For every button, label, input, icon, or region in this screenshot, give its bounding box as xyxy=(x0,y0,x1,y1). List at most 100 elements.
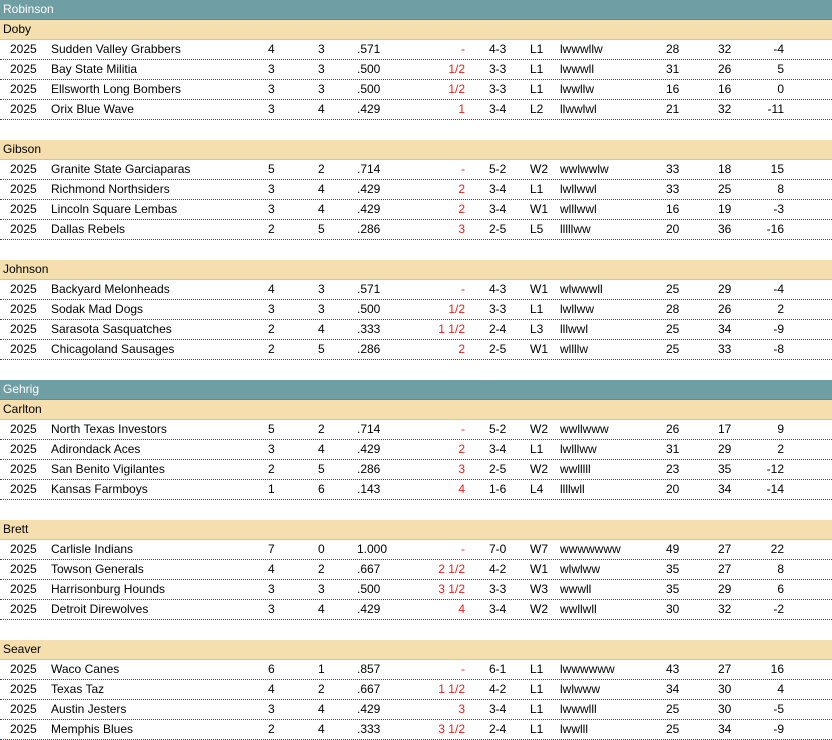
team-name: Adirondack Aces xyxy=(51,442,141,456)
team-row[interactable]: 2025 Waco Canes 6 1 .857 - 6-1 L1 lwwwwww 43 27 16 xyxy=(0,660,832,680)
team-row[interactable]: 2025 Austin Jesters 3 4 .429 3 3-4 L1 lwwwlll 25 3… xyxy=(0,700,832,720)
games-behind: 4 xyxy=(458,602,465,616)
games-behind: 1 xyxy=(458,102,465,116)
team-year: 2025 xyxy=(10,302,37,316)
run-differential: -3 xyxy=(773,202,784,216)
team-name: Kansas Farmboys xyxy=(51,482,148,496)
wins: 1 xyxy=(268,482,275,496)
runs-scored: 16 xyxy=(666,82,680,96)
run-differential: 0 xyxy=(777,82,784,96)
team-year: 2025 xyxy=(10,562,37,576)
team-row[interactable]: 2025 Carlisle Indians 7 0 1.000 - 7-0 W7 wwwwwww… xyxy=(0,540,832,560)
team-row[interactable]: 2025 Memphis Blues 2 4 .333 3 1/2 2-4 L1 lwwlll 2… xyxy=(0,720,832,740)
last-results: wwlwwlw xyxy=(560,162,609,176)
record: 2-5 xyxy=(489,342,507,356)
team-row[interactable]: 2025 Sarasota Sasquatches 2 4 .333 1 1/2 2-4 L3… xyxy=(0,320,832,340)
runs-allowed: 34 xyxy=(718,722,732,736)
losses: 6 xyxy=(318,482,325,496)
team-row[interactable]: 2025 Harrisonburg Hounds 3 3 .500 3 1/2 3-3 W3 w… xyxy=(0,580,832,600)
win-pct: .429 xyxy=(357,702,381,716)
team-name: Dallas Rebels xyxy=(51,222,126,236)
run-differential: -4 xyxy=(773,282,784,296)
losses: 4 xyxy=(318,702,325,716)
team-year: 2025 xyxy=(10,102,37,116)
run-differential: 22 xyxy=(770,542,784,556)
streak: L3 xyxy=(530,322,544,336)
record: 3-4 xyxy=(489,182,507,196)
team-row[interactable]: 2025 Texas Taz 4 2 .667 1 1/2 4-2 L1 lwlwww 34 30 4 xyxy=(0,680,832,700)
last-results: wlwwwll xyxy=(560,282,603,296)
team-year: 2025 xyxy=(10,162,37,176)
last-results: lwwwlll xyxy=(560,702,597,716)
record: 4-2 xyxy=(489,682,507,696)
team-name: Sudden Valley Grabbers xyxy=(51,42,181,56)
games-behind: 1/2 xyxy=(448,302,465,316)
team-row[interactable]: 2025 Sodak Mad Dogs 3 3 .500 1/2 3-3 L1 lwllww 28… xyxy=(0,300,832,320)
runs-scored: 49 xyxy=(666,542,680,556)
team-row[interactable]: 2025 Backyard Melonheads 4 3 .571 - 4-3 W1 wlwww… xyxy=(0,280,832,300)
run-differential: 16 xyxy=(770,662,784,676)
team-row[interactable]: 2025 Orix Blue Wave 3 4 .429 1 3-4 L2 llwwlwl 21 3… xyxy=(0,100,832,120)
win-pct: .714 xyxy=(357,162,381,176)
team-name: Memphis Blues xyxy=(51,722,134,736)
wins: 3 xyxy=(268,602,275,616)
runs-allowed: 35 xyxy=(718,462,732,476)
team-year: 2025 xyxy=(10,202,37,216)
team-year: 2025 xyxy=(10,42,37,56)
games-behind: 1 1/2 xyxy=(438,682,465,696)
games-behind: 2 xyxy=(458,442,465,456)
team-row[interactable]: 2025 Bay State Militia 3 3 .500 1/2 3-3 L1 lwwwl… xyxy=(0,60,832,80)
streak: W2 xyxy=(530,602,548,616)
win-pct: .333 xyxy=(357,722,381,736)
losses: 4 xyxy=(318,442,325,456)
runs-allowed: 17 xyxy=(718,422,732,436)
team-row[interactable]: 2025 Ellsworth Long Bombers 3 3 .500 1/2 3-3 L1… xyxy=(0,80,832,100)
run-differential: -16 xyxy=(766,222,784,236)
record: 3-4 xyxy=(489,202,507,216)
win-pct: .714 xyxy=(357,422,381,436)
streak: L1 xyxy=(530,302,544,316)
team-row[interactable]: 2025 Granite State Garciaparas 5 2 .714 - 5-2 W… xyxy=(0,160,832,180)
division-header: Brett xyxy=(0,520,832,540)
losses: 3 xyxy=(318,82,325,96)
wins: 2 xyxy=(268,322,275,336)
team-row[interactable]: 2025 Detroit Direwolves 3 4 .429 4 3-4 W2 wwllwl… xyxy=(0,600,832,620)
runs-allowed: 27 xyxy=(718,542,732,556)
runs-allowed: 30 xyxy=(718,682,732,696)
wins: 5 xyxy=(268,162,275,176)
run-differential: -12 xyxy=(766,462,784,476)
losses: 2 xyxy=(318,562,325,576)
team-name: Ellsworth Long Bombers xyxy=(51,82,182,96)
team-row[interactable]: 2025 Chicagoland Sausages 2 5.286 2 2-5 W1 wlll… xyxy=(0,340,832,360)
team-row[interactable]: 2025 North Texas Investors 5 2 .714 - 5-2 W2 wwl… xyxy=(0,420,832,440)
games-behind: 2 1/2 xyxy=(438,562,465,576)
games-behind: 1/2 xyxy=(448,82,465,96)
team-row[interactable]: 2025 Dallas Rebels 2 5 .286 3 2-5 L5 lllllww 20 36… xyxy=(0,220,832,240)
last-results: lwwwwww xyxy=(560,662,615,676)
losses: 4 xyxy=(318,182,325,196)
run-differential: -2 xyxy=(773,602,784,616)
team-name: Sarasota Sasquatches xyxy=(51,322,172,336)
runs-allowed: 27 xyxy=(718,562,732,576)
team-row[interactable]: 2025 Lincoln Square Lembas 3 4 .429 2 3-4 W1 wll… xyxy=(0,200,832,220)
team-row[interactable]: 2025 Towson Generals 4 2 .667 2 1/2 4-2 W1 wlwlw… xyxy=(0,560,832,580)
division-header: Johnson xyxy=(0,260,832,280)
record: 3-3 xyxy=(489,82,507,96)
runs-scored: 25 xyxy=(666,702,680,716)
team-row[interactable]: 2025 Kansas Farmboys 1 6 .143 4 1-6 L4 llllwll 20… xyxy=(0,480,832,500)
runs-scored: 20 xyxy=(666,482,680,496)
run-differential: -5 xyxy=(773,702,784,716)
wins: 3 xyxy=(268,702,275,716)
win-pct: .500 xyxy=(357,62,381,76)
win-pct: .571 xyxy=(357,282,381,296)
losses: 4 xyxy=(318,722,325,736)
team-row[interactable]: 2025 Adirondack Aces 3 4 .429 2 3-4 L1 lwlllww 31… xyxy=(0,440,832,460)
wins: 3 xyxy=(268,182,275,196)
team-name: San Benito Vigilantes xyxy=(51,462,165,476)
team-row[interactable]: 2025 Sudden Valley Grabbers 4 3 .571 - 4-3 L1 lw… xyxy=(0,40,832,60)
team-row[interactable]: 2025 Richmond Northsiders 3 4 .429 2 3-4 L1 lwll… xyxy=(0,180,832,200)
league-header: Gehrig xyxy=(0,380,832,400)
run-differential: -11 xyxy=(767,102,784,116)
team-row[interactable]: 2025 San Benito Vigilantes 2 5 .286 3 2-5 W2 wwl… xyxy=(0,460,832,480)
